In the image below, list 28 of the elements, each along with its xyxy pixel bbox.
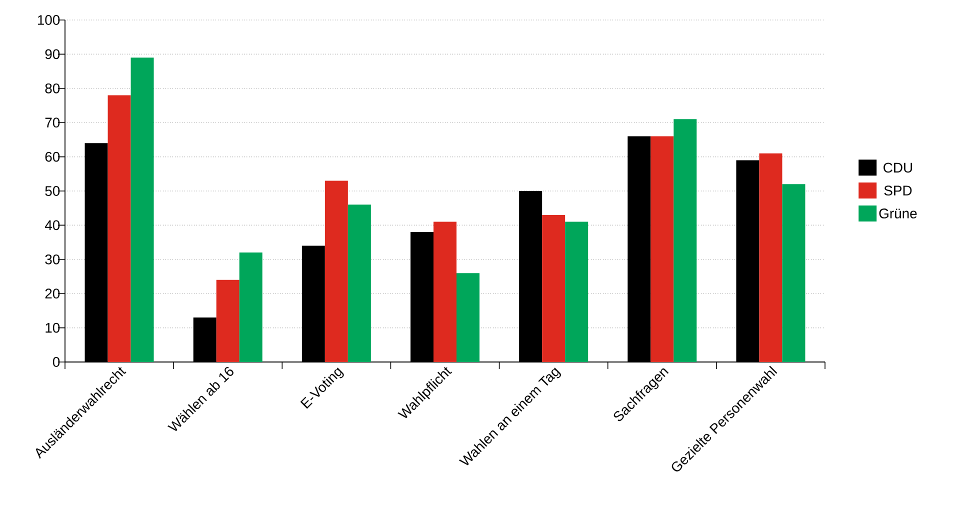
bar [759, 153, 782, 362]
y-tick-label: 20 [45, 288, 60, 299]
legend-label: CDU [884, 162, 912, 173]
bar [674, 119, 697, 362]
y-tick-label: 60 [45, 152, 60, 162]
y-tick-label: 10 [46, 322, 60, 333]
y-tick-label: 80 [45, 83, 60, 94]
bar [130, 58, 154, 362]
bar [324, 180, 348, 362]
y-tick-label: 90 [45, 49, 60, 60]
y-tick-label: 50 [45, 186, 60, 196]
y-tick-label: 70 [45, 118, 60, 128]
y-tick-label: 0 [52, 357, 60, 367]
bar [239, 252, 262, 362]
bar [565, 222, 588, 362]
bar [456, 273, 480, 362]
y-tick-label: 40 [44, 220, 60, 230]
y-tick-label: 100 [38, 15, 60, 25]
legend-label: Grüne [879, 208, 917, 218]
y-tick-label: 30 [45, 254, 60, 264]
bar [434, 222, 457, 362]
legend-label: SPD [884, 186, 912, 196]
bar [782, 184, 806, 362]
bar [650, 136, 674, 362]
bar [216, 280, 240, 362]
bar [348, 204, 371, 362]
bar [542, 214, 566, 362]
bar [108, 95, 131, 362]
